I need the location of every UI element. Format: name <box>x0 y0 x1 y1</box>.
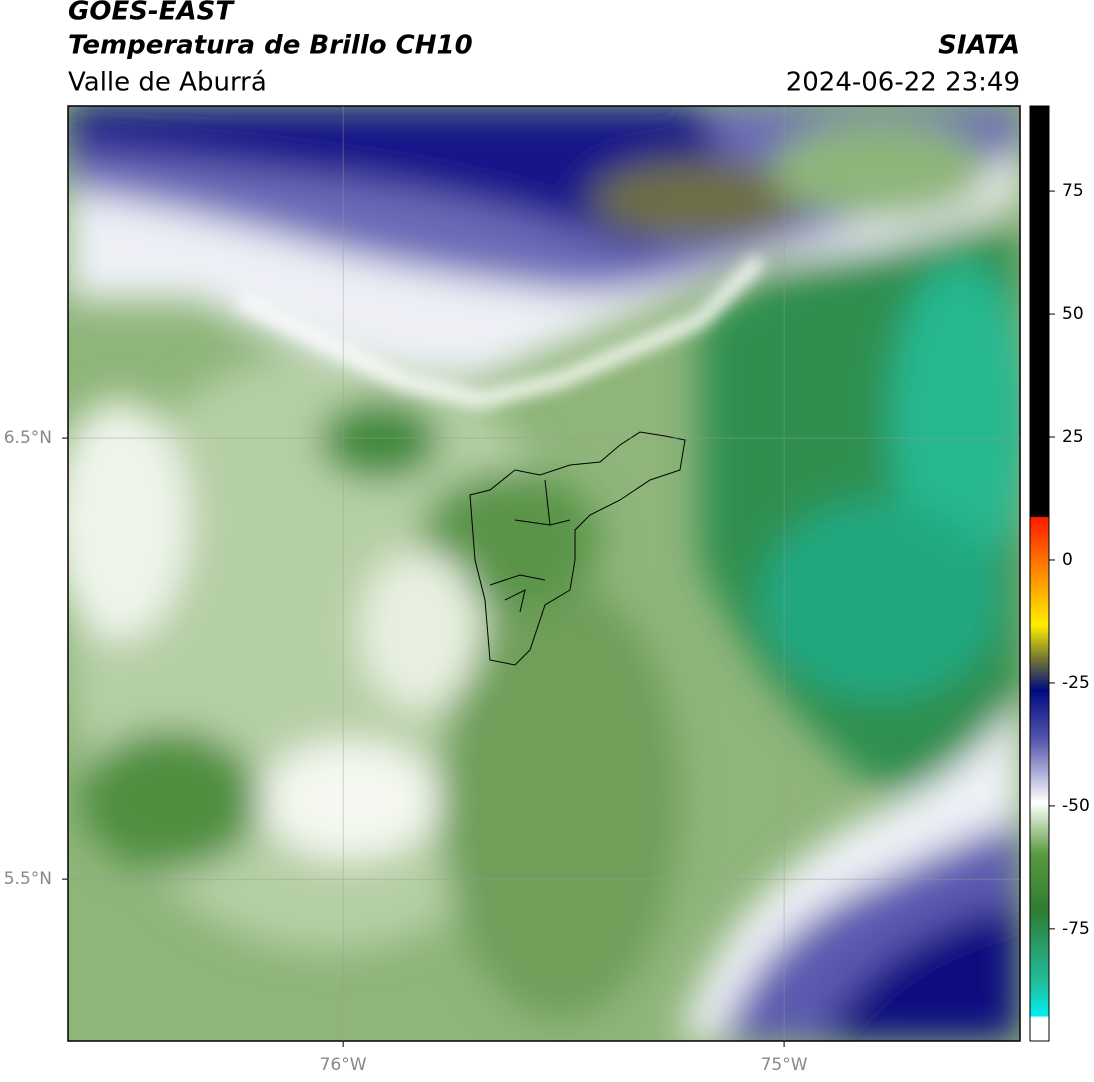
y-tick-label: 5.5°N <box>4 869 52 889</box>
colorbar <box>1029 105 1050 1042</box>
colorbar-tick-label: 25 <box>1062 427 1084 447</box>
title: GOES-EAST <box>68 0 235 27</box>
satellite-image <box>68 106 1020 1041</box>
colorbar-tick-label: 75 <box>1062 181 1084 201</box>
x-tick-label: 76°W <box>320 1055 367 1075</box>
colorbar-tick-label: -50 <box>1062 796 1090 816</box>
colorbar-tick-label: -25 <box>1062 673 1090 693</box>
map-frame <box>67 105 1021 1042</box>
x-tick-label: 75°W <box>761 1055 808 1075</box>
colorbar-tick-label: -75 <box>1062 919 1090 939</box>
datetime: 2024-06-22 23:49 <box>786 68 1020 98</box>
source: SIATA <box>938 31 1020 61</box>
colorbar-tick-label: 50 <box>1062 304 1084 324</box>
y-tick-label: 6.5°N <box>4 428 52 448</box>
colorbar-tick-label: 0 <box>1062 550 1073 570</box>
region: Valle de Aburrá <box>68 68 267 98</box>
subtitle: Temperatura de Brillo CH10 <box>68 31 473 61</box>
